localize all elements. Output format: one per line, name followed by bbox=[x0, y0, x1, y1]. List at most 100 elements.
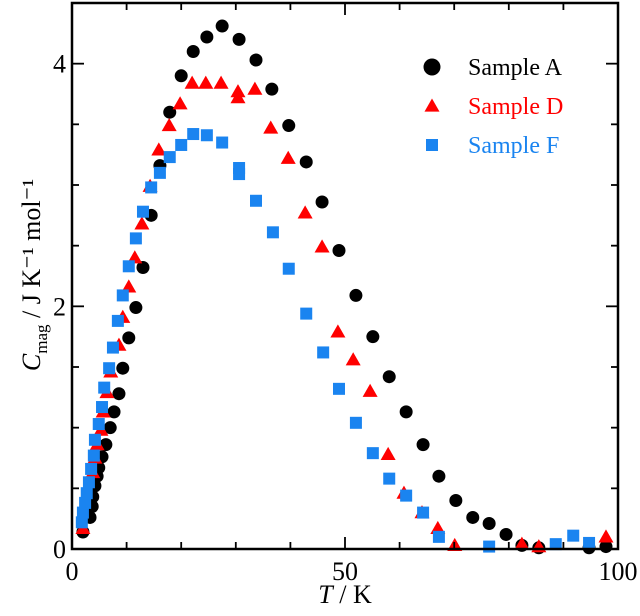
data-point bbox=[549, 538, 562, 551]
legend-marker bbox=[426, 139, 438, 151]
data-point bbox=[136, 205, 149, 218]
data-point bbox=[145, 181, 158, 194]
data-point bbox=[96, 401, 109, 414]
data-point bbox=[330, 324, 346, 338]
data-point bbox=[380, 446, 396, 460]
data-point bbox=[432, 469, 446, 483]
data-point bbox=[297, 205, 313, 219]
data-point bbox=[174, 69, 188, 83]
data-point bbox=[82, 476, 95, 489]
data-point bbox=[317, 346, 330, 359]
data-point bbox=[232, 32, 246, 46]
legend: Sample A Sample D Sample F bbox=[423, 55, 563, 159]
data-point bbox=[112, 387, 126, 401]
x-tick-label: 100 bbox=[599, 557, 638, 586]
y-axis-title: Cmag / J K⁻¹ mol⁻¹ bbox=[17, 179, 51, 371]
series-sample-f bbox=[75, 128, 596, 553]
data-point bbox=[583, 536, 596, 549]
data-point bbox=[282, 119, 296, 133]
data-point bbox=[136, 261, 150, 275]
data-point bbox=[79, 496, 92, 509]
data-point bbox=[400, 489, 413, 502]
data-point bbox=[127, 250, 143, 264]
data-point bbox=[172, 96, 188, 110]
data-point bbox=[567, 529, 580, 542]
data-point bbox=[432, 530, 445, 543]
legend-label: Sample F bbox=[468, 133, 559, 159]
data-point bbox=[482, 517, 496, 531]
data-point bbox=[265, 82, 279, 96]
data-point bbox=[349, 416, 362, 429]
data-point bbox=[263, 120, 279, 134]
axis-ticks bbox=[71, 2, 619, 550]
data-point bbox=[85, 462, 98, 475]
data-point bbox=[129, 301, 143, 315]
data-point bbox=[383, 472, 396, 485]
data-point bbox=[332, 244, 346, 258]
data-point bbox=[200, 129, 213, 142]
legend-label: Sample D bbox=[468, 94, 563, 120]
y-tick-label: 0 bbox=[53, 535, 66, 564]
legend-marker bbox=[424, 98, 440, 112]
tick-labels: 0 50 100 0 2 4 bbox=[53, 50, 638, 586]
data-point bbox=[116, 289, 129, 302]
data-point bbox=[98, 381, 111, 394]
data-point bbox=[103, 421, 117, 435]
data-point bbox=[417, 506, 430, 519]
data-point bbox=[198, 75, 214, 89]
x-tick-label: 50 bbox=[332, 557, 358, 586]
data-point bbox=[116, 361, 130, 375]
legend-label: Sample A bbox=[468, 55, 563, 81]
data-point bbox=[598, 529, 614, 543]
data-point bbox=[163, 151, 176, 164]
data-point bbox=[122, 331, 136, 345]
data-point bbox=[80, 487, 93, 500]
legend-item: Sample A bbox=[423, 55, 563, 81]
data-markers bbox=[75, 19, 614, 555]
x-axis-title: T / K bbox=[318, 580, 372, 609]
data-point bbox=[111, 314, 124, 327]
data-point bbox=[184, 75, 200, 89]
data-point bbox=[134, 216, 150, 230]
data-point bbox=[200, 30, 214, 44]
data-point bbox=[280, 150, 296, 164]
data-point bbox=[362, 383, 378, 397]
data-point bbox=[186, 45, 200, 59]
data-point bbox=[332, 382, 345, 395]
data-point bbox=[175, 138, 188, 151]
data-point bbox=[103, 362, 116, 375]
data-point bbox=[430, 520, 446, 534]
data-point bbox=[416, 438, 430, 452]
data-point bbox=[282, 262, 295, 275]
data-point bbox=[107, 405, 121, 419]
data-point bbox=[216, 136, 229, 149]
data-point bbox=[366, 330, 380, 344]
data-point bbox=[121, 279, 137, 293]
data-point bbox=[349, 288, 363, 302]
data-point bbox=[153, 166, 166, 179]
legend-item: Sample F bbox=[426, 133, 559, 159]
data-point bbox=[151, 142, 167, 156]
data-point bbox=[300, 307, 313, 320]
data-point bbox=[92, 418, 105, 431]
data-point bbox=[215, 19, 229, 33]
data-point bbox=[129, 232, 142, 245]
data-point bbox=[106, 341, 119, 354]
data-point bbox=[399, 405, 413, 419]
data-point bbox=[315, 195, 329, 209]
data-point bbox=[514, 536, 530, 550]
data-point bbox=[161, 118, 177, 132]
data-point bbox=[213, 75, 229, 89]
data-point bbox=[88, 433, 101, 446]
data-point bbox=[247, 81, 263, 95]
data-point bbox=[233, 168, 246, 181]
data-point bbox=[299, 155, 313, 169]
plot-frame bbox=[70, 1, 620, 551]
x-tick-label: 0 bbox=[66, 557, 79, 586]
data-point bbox=[345, 352, 361, 366]
legend-item: Sample D bbox=[424, 94, 563, 120]
y-tick-label: 2 bbox=[53, 292, 66, 321]
data-point bbox=[187, 128, 200, 141]
data-point bbox=[366, 447, 379, 460]
